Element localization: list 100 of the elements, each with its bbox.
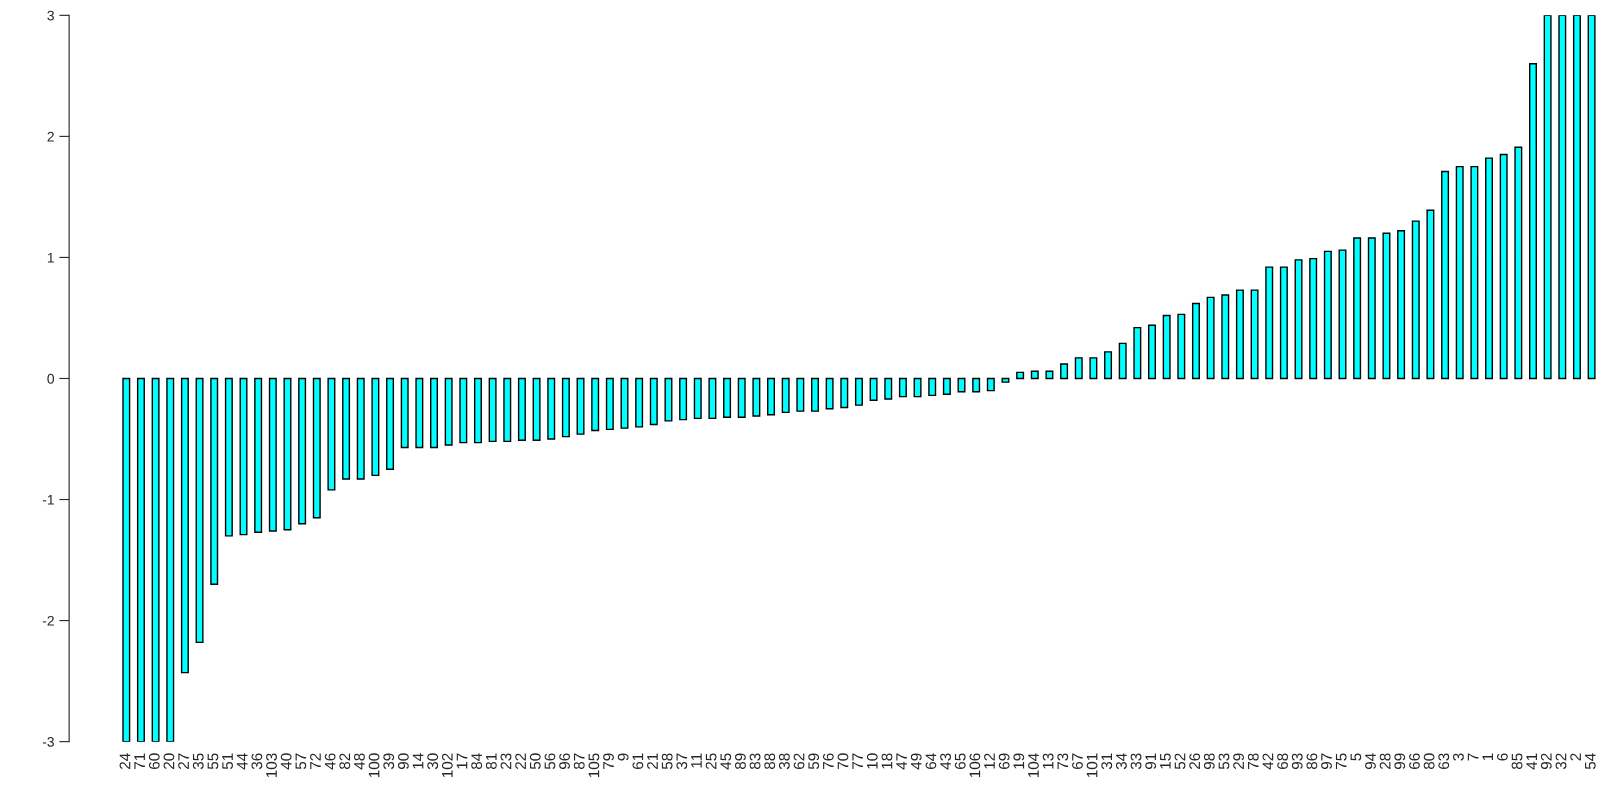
x-tick-label: 22 bbox=[515, 753, 526, 769]
x-tick-label: 26 bbox=[1189, 753, 1201, 769]
bar bbox=[415, 377, 424, 449]
bar bbox=[444, 377, 453, 446]
x-tick-label: 105 bbox=[588, 753, 600, 778]
bar bbox=[767, 377, 776, 416]
x-tick-label: 12 bbox=[984, 753, 995, 769]
bar bbox=[166, 377, 175, 742]
bar bbox=[723, 377, 732, 418]
x-tick-label: 44 bbox=[236, 753, 248, 770]
bar bbox=[180, 377, 189, 674]
bar bbox=[796, 377, 805, 412]
bar bbox=[1001, 377, 1010, 383]
bar bbox=[298, 377, 307, 525]
x-tick-label: 102 bbox=[441, 753, 453, 778]
x-tick-label: 29 bbox=[1233, 753, 1245, 769]
bar bbox=[1294, 259, 1303, 380]
x-tick-label: 87 bbox=[573, 753, 585, 770]
x-tick-label: 86 bbox=[1306, 753, 1318, 770]
bar bbox=[1133, 326, 1142, 380]
x-tick-label: 9 bbox=[617, 753, 629, 761]
bar bbox=[840, 377, 849, 409]
bar bbox=[1441, 170, 1450, 380]
bar bbox=[1572, 15, 1581, 380]
bar bbox=[1191, 302, 1200, 380]
x-tick-label: 91 bbox=[1145, 753, 1157, 770]
bar bbox=[693, 377, 702, 420]
bar bbox=[1558, 15, 1567, 380]
x-tick-label: 39 bbox=[383, 753, 395, 770]
bar bbox=[737, 377, 746, 418]
bar bbox=[1485, 157, 1494, 380]
x-tick-label: 93 bbox=[1291, 753, 1303, 770]
x-tick-label: 61 bbox=[632, 753, 644, 769]
bar bbox=[1397, 230, 1406, 380]
x-tick-label: 97 bbox=[1321, 753, 1332, 770]
x-tick-label: 64 bbox=[925, 753, 937, 769]
x-tick-label: 33 bbox=[1130, 753, 1142, 770]
bar bbox=[591, 377, 600, 432]
x-tick-label: 103 bbox=[266, 753, 277, 778]
x-tick-label: 36 bbox=[251, 753, 263, 770]
bar bbox=[122, 377, 131, 742]
bar bbox=[488, 377, 497, 443]
x-tick-label: 85 bbox=[1511, 753, 1523, 770]
x-tick-label: 60 bbox=[148, 753, 160, 769]
bar bbox=[561, 377, 570, 438]
x-tick-label: 83 bbox=[749, 753, 761, 770]
x-tick-label: 19 bbox=[1013, 753, 1025, 769]
x-tick-label: 31 bbox=[1101, 753, 1113, 770]
bar bbox=[1206, 296, 1215, 380]
x-tick-label: 3 bbox=[1453, 753, 1464, 761]
bar bbox=[371, 377, 380, 477]
bar bbox=[1177, 313, 1186, 380]
bar bbox=[1221, 294, 1230, 380]
x-tick-label: 98 bbox=[1203, 753, 1215, 770]
bar bbox=[1016, 371, 1025, 380]
x-tick-label: 106 bbox=[969, 753, 981, 778]
x-tick-label: 42 bbox=[1262, 753, 1274, 770]
x-tick-label: 30 bbox=[427, 753, 439, 770]
y-tick-label: 0 bbox=[47, 373, 55, 384]
x-tick-label: 38 bbox=[778, 753, 790, 770]
bar bbox=[459, 377, 468, 444]
bar bbox=[268, 377, 277, 532]
x-tick-label: 82 bbox=[339, 753, 351, 770]
x-tick-label: 14 bbox=[412, 753, 424, 769]
bar bbox=[210, 377, 219, 585]
x-tick-label: 13 bbox=[1042, 753, 1054, 769]
x-tick-label: 77 bbox=[852, 753, 863, 769]
x-tick-label: 80 bbox=[1423, 753, 1435, 770]
bar bbox=[1235, 289, 1244, 380]
bar bbox=[1279, 266, 1288, 380]
x-tick-label: 55 bbox=[207, 753, 219, 770]
y-tick-label: -2 bbox=[42, 615, 54, 626]
x-tick-label: 71 bbox=[134, 753, 145, 769]
bar bbox=[1470, 165, 1479, 380]
bar bbox=[972, 377, 981, 393]
x-tick-label: 25 bbox=[705, 753, 717, 769]
bar bbox=[781, 377, 790, 414]
x-tick-label: 23 bbox=[500, 753, 512, 769]
bar bbox=[708, 377, 717, 420]
x-tick-label: 62 bbox=[793, 753, 805, 769]
x-tick-label: 81 bbox=[485, 753, 497, 770]
bar bbox=[1265, 266, 1274, 380]
y-tick-label: -1 bbox=[42, 495, 54, 505]
x-tick-label: 20 bbox=[163, 753, 175, 769]
x-tick-label: 90 bbox=[397, 753, 409, 770]
x-tick-label: 15 bbox=[1160, 753, 1171, 769]
x-tick-label: 101 bbox=[1086, 753, 1098, 778]
x-tick-label: 84 bbox=[471, 753, 483, 770]
bar bbox=[1499, 153, 1508, 380]
bar bbox=[1323, 250, 1332, 380]
x-tick-label: 94 bbox=[1365, 753, 1376, 770]
bar bbox=[1045, 370, 1054, 380]
bar bbox=[898, 377, 907, 398]
bar bbox=[1309, 257, 1318, 380]
bar bbox=[224, 377, 233, 537]
bar bbox=[679, 377, 688, 421]
bar bbox=[473, 377, 482, 444]
bar bbox=[913, 377, 922, 398]
x-tick-label: 69 bbox=[998, 753, 1010, 769]
x-tick-label: 100 bbox=[368, 753, 380, 778]
